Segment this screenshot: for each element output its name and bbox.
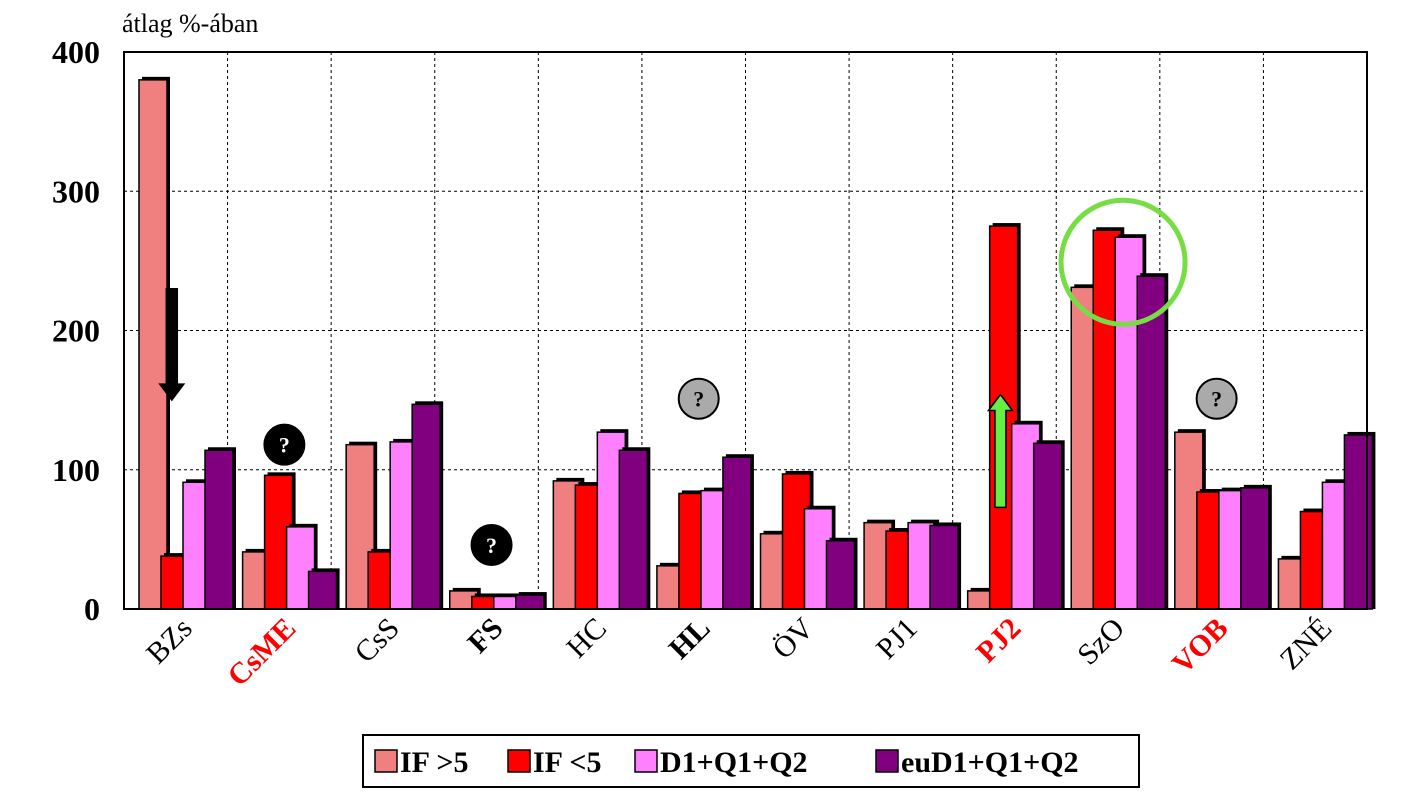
bar-HL-4 xyxy=(722,456,752,610)
x-tick-label: VOB xyxy=(1166,612,1235,681)
bars xyxy=(138,76,1376,610)
bar-FS-4 xyxy=(515,594,545,610)
annotations: ???? xyxy=(158,197,1238,566)
plot-frame xyxy=(123,51,1368,610)
y-tick-label: 300 xyxy=(52,173,100,209)
y-tick-label: 400 xyxy=(52,34,100,70)
y-axis-ticks: 0 100 200 300 400 xyxy=(52,34,100,627)
bar-SzO-4 xyxy=(1136,275,1166,610)
x-tick-label: CsME xyxy=(221,612,302,693)
y-tick-label: 100 xyxy=(52,452,100,488)
legend-swatch xyxy=(374,749,398,773)
down-arrow-icon xyxy=(158,287,186,402)
bar-HC-4 xyxy=(618,449,649,610)
bar-BZs-1 xyxy=(138,79,168,610)
x-tick-label: PJ2 xyxy=(970,612,1028,670)
up-arrow-icon xyxy=(986,393,1014,509)
legend-box xyxy=(362,734,1140,788)
bar-ÖV-4 xyxy=(825,540,856,610)
bar-PJ1-4 xyxy=(929,524,959,610)
x-tick-label: SzO xyxy=(1071,612,1131,672)
legend-label: IF <5 xyxy=(533,746,601,779)
legend-label: euD1+Q1+Q2 xyxy=(901,746,1079,779)
bar-CsS-4 xyxy=(411,403,441,610)
x-tick-label: HC xyxy=(560,612,613,665)
x-tick-label: BZs xyxy=(140,612,199,671)
legend: IF >5 IF <5 D1+Q1+Q2 euD1+Q1+Q2 xyxy=(362,734,1140,788)
bar-ZNÉ-4 xyxy=(1343,434,1374,610)
bar-CsME-4 xyxy=(307,570,338,610)
x-tick-label: PJ1 xyxy=(870,612,924,666)
x-tick-label: HL xyxy=(663,612,717,666)
question-marker-circle xyxy=(263,423,306,466)
x-tick-label: FS xyxy=(461,612,509,660)
question-marker-text: ? xyxy=(1211,387,1222,412)
legend-swatch xyxy=(875,749,899,773)
question-marker-circle xyxy=(677,377,720,420)
x-axis-ticks: BZs CsME CsS FS HC HL ÖV PJ1 PJ2 SzO VOB ZNÉ xyxy=(140,611,1338,692)
highlight-circle xyxy=(1058,197,1188,327)
bar-VOB-4 xyxy=(1240,487,1270,610)
y-tick-label: 0 xyxy=(84,591,100,627)
bar-BZs-4 xyxy=(204,449,234,610)
legend-label: D1+Q1+Q2 xyxy=(660,746,808,779)
y-tick-label: 200 xyxy=(52,313,100,349)
x-tick-label: ÖV xyxy=(766,611,820,665)
legend-swatch xyxy=(634,749,658,773)
question-marker-text: ? xyxy=(279,433,290,458)
question-marker-text: ? xyxy=(693,387,704,412)
x-tick-label: CsS xyxy=(348,612,406,670)
question-marker-circle xyxy=(470,523,513,566)
question-marker-circle xyxy=(1195,377,1238,420)
legend-swatch xyxy=(507,749,531,773)
x-tick-label: ZNÉ xyxy=(1274,612,1339,677)
legend-label: IF >5 xyxy=(400,746,468,779)
y-axis-label: átlag %-ában xyxy=(122,9,258,38)
bar-PJ2-4 xyxy=(1032,442,1063,610)
question-marker-text: ? xyxy=(486,533,497,558)
